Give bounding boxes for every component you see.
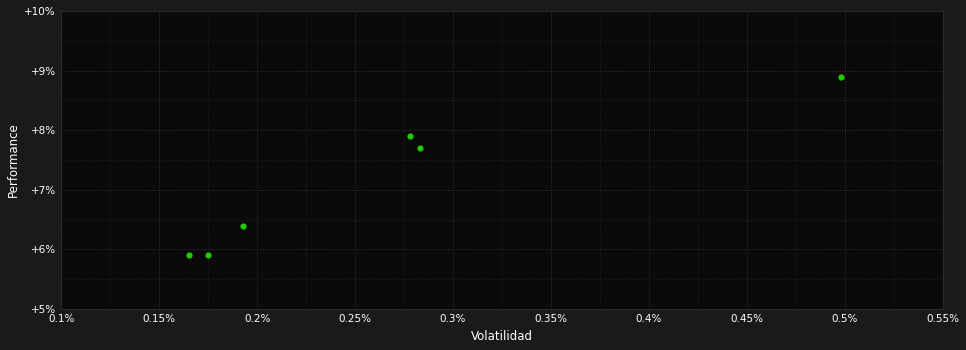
Y-axis label: Performance: Performance xyxy=(7,122,20,197)
X-axis label: Volatilidad: Volatilidad xyxy=(470,330,533,343)
Point xyxy=(181,252,196,258)
Point xyxy=(236,223,251,228)
Point xyxy=(412,145,427,151)
Point xyxy=(200,252,215,258)
Point xyxy=(833,74,848,79)
Point xyxy=(402,133,417,139)
